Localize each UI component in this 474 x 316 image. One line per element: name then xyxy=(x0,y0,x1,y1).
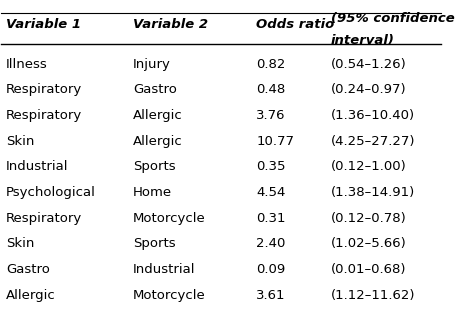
Text: Sports: Sports xyxy=(133,160,176,173)
Text: 0.31: 0.31 xyxy=(256,212,286,225)
Text: (0.24–0.97): (0.24–0.97) xyxy=(331,83,407,96)
Text: 3.76: 3.76 xyxy=(256,109,286,122)
Text: Skin: Skin xyxy=(6,237,34,250)
Text: Home: Home xyxy=(133,186,173,199)
Text: (0.12–0.78): (0.12–0.78) xyxy=(331,212,407,225)
Text: Variable 1: Variable 1 xyxy=(6,18,81,31)
Text: Allergic: Allergic xyxy=(133,109,183,122)
Text: (0.01–0.68): (0.01–0.68) xyxy=(331,263,406,276)
Text: (95% confidence: (95% confidence xyxy=(331,12,455,25)
Text: Variable 2: Variable 2 xyxy=(133,18,208,31)
Text: (1.12–11.62): (1.12–11.62) xyxy=(331,289,415,302)
Text: (0.12–1.00): (0.12–1.00) xyxy=(331,160,407,173)
Text: interval): interval) xyxy=(331,34,395,47)
Text: (1.36–10.40): (1.36–10.40) xyxy=(331,109,415,122)
Text: Skin: Skin xyxy=(6,135,34,148)
Text: 2.40: 2.40 xyxy=(256,237,285,250)
Text: Respiratory: Respiratory xyxy=(6,83,82,96)
Text: Psychological: Psychological xyxy=(6,186,96,199)
Text: Sports: Sports xyxy=(133,237,176,250)
Text: 0.35: 0.35 xyxy=(256,160,286,173)
Text: Respiratory: Respiratory xyxy=(6,212,82,225)
Text: Motorcycle: Motorcycle xyxy=(133,212,206,225)
Text: Allergic: Allergic xyxy=(133,135,183,148)
Text: Gastro: Gastro xyxy=(133,83,177,96)
Text: Industrial: Industrial xyxy=(6,160,68,173)
Text: Injury: Injury xyxy=(133,58,171,70)
Text: 0.09: 0.09 xyxy=(256,263,285,276)
Text: 10.77: 10.77 xyxy=(256,135,294,148)
Text: Respiratory: Respiratory xyxy=(6,109,82,122)
Text: 0.48: 0.48 xyxy=(256,83,285,96)
Text: Gastro: Gastro xyxy=(6,263,50,276)
Text: Motorcycle: Motorcycle xyxy=(133,289,206,302)
Text: 4.54: 4.54 xyxy=(256,186,285,199)
Text: 0.82: 0.82 xyxy=(256,58,285,70)
Text: Illness: Illness xyxy=(6,58,47,70)
Text: 3.61: 3.61 xyxy=(256,289,286,302)
Text: Industrial: Industrial xyxy=(133,263,196,276)
Text: (1.38–14.91): (1.38–14.91) xyxy=(331,186,415,199)
Text: (1.02–5.66): (1.02–5.66) xyxy=(331,237,407,250)
Text: (4.25–27.27): (4.25–27.27) xyxy=(331,135,415,148)
Text: Allergic: Allergic xyxy=(6,289,55,302)
Text: Odds ratio: Odds ratio xyxy=(256,18,335,31)
Text: (0.54–1.26): (0.54–1.26) xyxy=(331,58,407,70)
